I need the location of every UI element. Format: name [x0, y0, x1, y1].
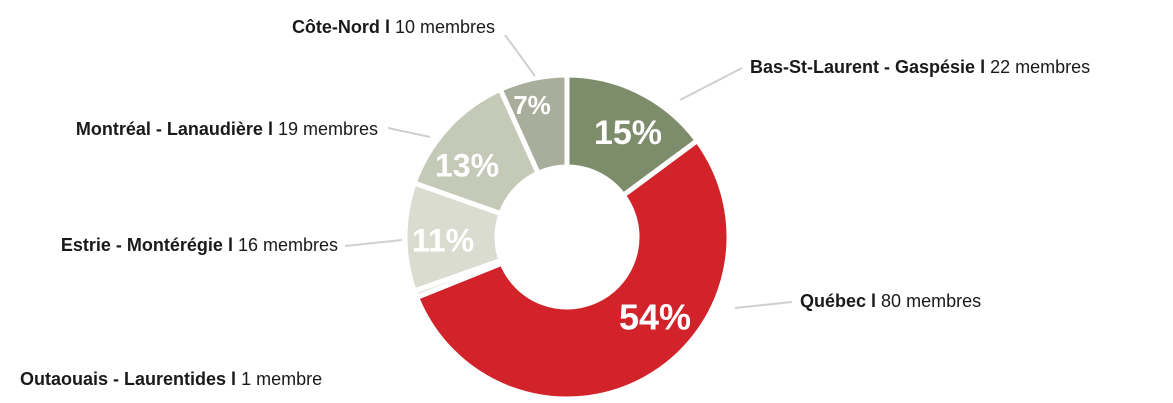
- leader-line: [344, 239, 403, 247]
- category-label: Outaouais - Laurentides l 1 membre: [20, 369, 322, 389]
- slice-label: 13%: [435, 147, 499, 183]
- value-label: 10 membres: [395, 17, 495, 37]
- leader-line: [734, 301, 793, 309]
- donut-slice: [564, 72, 701, 199]
- category-name: Bas-St-Laurent - Gaspésie: [750, 57, 975, 77]
- separator: l: [231, 369, 236, 389]
- separator: l: [268, 119, 273, 139]
- category-label: Montréal - Lanaudière l 19 membres: [76, 119, 378, 139]
- slice-label: 7%: [513, 90, 551, 120]
- leader-line: [504, 34, 536, 77]
- slice-label: 15%: [594, 114, 662, 152]
- separator: l: [980, 57, 985, 77]
- category-label: Québec l 80 membres: [800, 291, 981, 311]
- leader-line: [387, 127, 431, 138]
- value-label: 1 membre: [241, 369, 322, 389]
- donut-slice: [496, 72, 570, 177]
- category-name: Côte-Nord: [292, 17, 380, 37]
- donut-slice: [413, 137, 732, 402]
- separator: l: [228, 235, 233, 255]
- category-label: Bas-St-Laurent - Gaspésie l 22 membres: [750, 57, 1090, 77]
- separator: l: [385, 17, 390, 37]
- value-label: 16 membres: [238, 235, 338, 255]
- slice-label: 54%: [619, 297, 691, 338]
- slice-label: 11%: [412, 222, 474, 258]
- leader-line: [679, 67, 743, 101]
- separator: l: [871, 291, 876, 311]
- value-label: 80 membres: [881, 291, 981, 311]
- category-name: Outaouais - Laurentides: [20, 369, 226, 389]
- category-name: Montréal - Lanaudière: [76, 119, 263, 139]
- category-name: Estrie - Montérégie: [61, 235, 223, 255]
- category-name: Québec: [800, 291, 866, 311]
- category-label: Estrie - Montérégie l 16 membres: [61, 235, 338, 255]
- value-label: 19 membres: [278, 119, 378, 139]
- value-label: 22 membres: [990, 57, 1090, 77]
- category-label: Côte-Nord l 10 membres: [292, 17, 495, 37]
